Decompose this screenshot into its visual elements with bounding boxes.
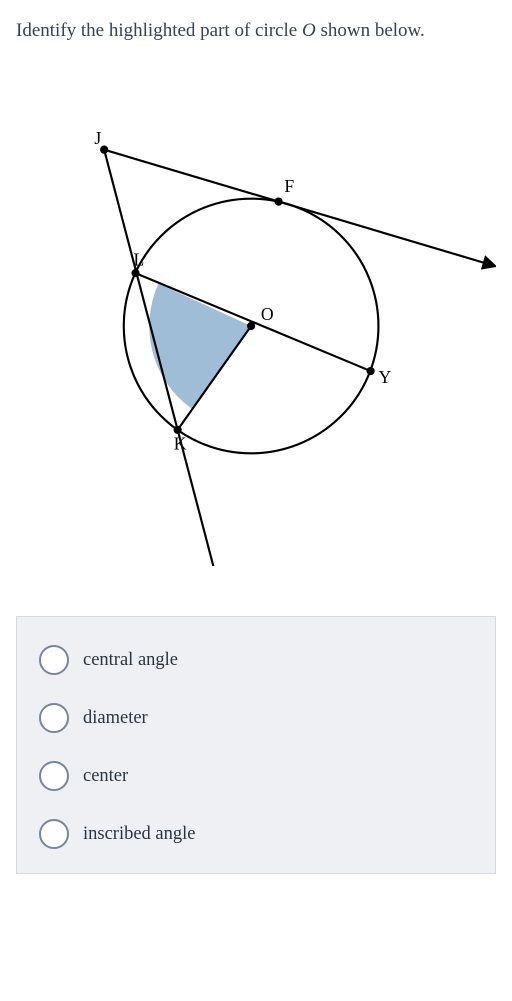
option-label: center [83,766,128,787]
answer-options-panel: central angle diameter center inscribed … [16,616,496,874]
option-label: diameter [83,708,148,729]
svg-text:F: F [284,176,294,196]
radio-icon [39,703,69,733]
diagram-container: O F L K Y J [16,86,496,566]
svg-text:K: K [174,434,187,454]
svg-text:Y: Y [378,367,391,387]
question-suffix: shown below. [316,20,425,41]
circle-diagram: O F L K Y J [16,86,496,566]
option-diameter[interactable]: diameter [39,703,473,733]
question-text: Identify the highlighted part of circle … [16,16,496,46]
question-prefix: Identify the highlighted part of circle [16,20,302,41]
radio-icon [39,761,69,791]
radio-icon [39,645,69,675]
svg-text:J: J [94,128,101,148]
svg-text:L: L [134,250,145,270]
svg-text:O: O [261,305,274,325]
question-variable: O [302,20,316,41]
option-label: central angle [83,650,178,671]
option-center[interactable]: center [39,761,473,791]
option-label: inscribed angle [83,824,196,845]
option-inscribed-angle[interactable]: inscribed angle [39,819,473,849]
option-central-angle[interactable]: central angle [39,645,473,675]
radio-icon [39,819,69,849]
